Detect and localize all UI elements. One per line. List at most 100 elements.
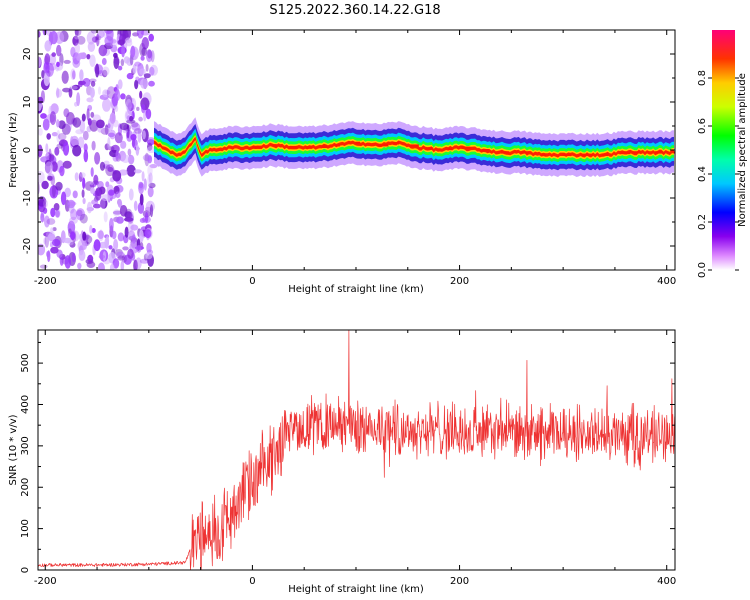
noise-blob xyxy=(136,244,142,253)
noise-blob xyxy=(49,111,57,126)
noise-blob xyxy=(40,113,47,119)
noise-blob xyxy=(127,148,132,156)
noise-blob xyxy=(98,86,101,95)
noise-blob xyxy=(83,149,89,163)
noise-blob xyxy=(98,254,106,259)
ridge-peak-mark xyxy=(500,151,509,154)
noise-blob xyxy=(86,261,96,268)
noise-blob xyxy=(117,255,125,261)
top-x-tick-label: -200 xyxy=(34,276,57,287)
noise-blob xyxy=(108,189,115,196)
noise-blob xyxy=(127,248,134,259)
noise-blob xyxy=(114,105,119,112)
noise-blob xyxy=(62,237,73,244)
noise-blob xyxy=(121,154,130,163)
noise-blob xyxy=(114,132,123,144)
colorbar-tick-label: 0.8 xyxy=(697,70,708,86)
noise-blob xyxy=(102,66,110,76)
noise-blob xyxy=(38,127,43,136)
noise-blob xyxy=(108,38,117,44)
noise-blob xyxy=(121,44,125,58)
noise-blob xyxy=(142,130,146,140)
noise-blob xyxy=(146,137,156,145)
noise-blob xyxy=(119,122,129,131)
noise-blob xyxy=(50,30,58,45)
noise-blob xyxy=(102,89,109,98)
noise-blob xyxy=(74,30,79,38)
colorbar-tick-label: 0.0 xyxy=(697,262,708,278)
noise-blob xyxy=(50,227,54,234)
bottom-x-axis-label: Height of straight line (km) xyxy=(288,584,424,595)
noise-blob xyxy=(75,208,85,221)
noise-blob xyxy=(91,199,99,205)
noise-blob xyxy=(109,112,116,124)
noise-blob xyxy=(64,255,72,269)
noise-blob xyxy=(126,164,136,177)
noise-blob xyxy=(65,118,72,133)
noise-blob xyxy=(77,262,82,270)
noise-blob xyxy=(129,115,134,122)
noise-blob xyxy=(39,264,48,269)
noise-blob xyxy=(102,69,108,78)
noise-blob xyxy=(140,55,145,61)
noise-blob xyxy=(141,47,148,56)
noise-blob xyxy=(124,110,128,122)
ridge-peak-mark xyxy=(632,151,641,154)
noise-blob xyxy=(72,70,76,80)
noise-blob xyxy=(101,57,107,66)
noise-blob xyxy=(44,40,52,52)
noise-blob xyxy=(103,211,108,223)
noise-blob xyxy=(115,150,120,159)
noise-blob xyxy=(149,164,158,169)
noise-blob xyxy=(48,153,55,161)
noise-blob xyxy=(150,50,155,63)
noise-blob xyxy=(53,203,60,211)
noise-blob xyxy=(50,207,56,218)
noise-blob xyxy=(82,177,86,189)
noise-blob xyxy=(145,64,149,72)
noise-blob xyxy=(137,128,142,143)
noise-blob xyxy=(120,260,125,270)
noise-blob xyxy=(113,55,120,69)
noise-blob xyxy=(139,193,144,206)
noise-blob xyxy=(82,231,87,241)
colorbar-label: Normalized spectral amplitude xyxy=(737,73,748,227)
noise-blob xyxy=(107,132,115,138)
noise-blob xyxy=(56,44,62,57)
noise-blob xyxy=(38,243,46,256)
noise-blob xyxy=(44,53,51,65)
noise-blob xyxy=(90,30,99,34)
noise-blob xyxy=(133,200,138,211)
noise-blob xyxy=(72,117,82,128)
ridge-peak-mark xyxy=(620,151,631,155)
noise-blob xyxy=(117,200,123,208)
colorbar-tick-label: 0.6 xyxy=(697,118,708,134)
noise-blob xyxy=(67,220,76,235)
noise-blob xyxy=(117,79,123,90)
noise-blob xyxy=(86,31,96,45)
noise-blob xyxy=(134,61,142,67)
noise-blob xyxy=(119,30,127,37)
noise-blob xyxy=(104,124,109,135)
noise-blob xyxy=(52,238,61,247)
noise-blob xyxy=(50,246,59,254)
noise-blob xyxy=(126,119,136,124)
bottom-y-axis-label: SNR (10 * v/v) xyxy=(8,414,19,485)
noise-blob xyxy=(46,218,56,225)
noise-blob xyxy=(62,87,71,93)
noise-blob xyxy=(106,86,116,99)
top-y-tick-label: 0 xyxy=(22,147,33,153)
noise-blob xyxy=(87,254,94,263)
noise-blob xyxy=(43,61,50,75)
noise-blob xyxy=(50,175,56,186)
bottom-y-tick-label: 0 xyxy=(20,567,31,573)
noise-blob xyxy=(149,204,154,218)
ridge-peak-mark xyxy=(334,144,340,147)
noise-blob xyxy=(38,144,43,158)
noise-blob xyxy=(78,172,83,183)
colorbar-tick-label: 0.4 xyxy=(697,166,708,182)
noise-blob xyxy=(56,61,60,67)
noise-blob xyxy=(112,258,120,269)
